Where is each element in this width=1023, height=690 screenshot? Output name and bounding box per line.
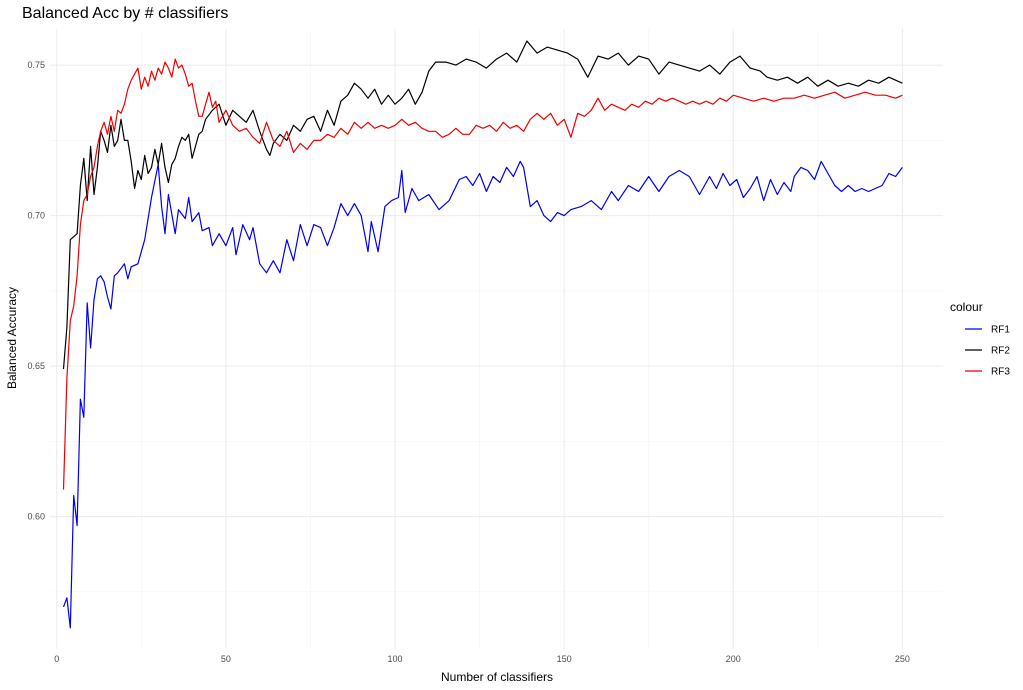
legend-title: colour	[950, 300, 983, 314]
x-tick-label: 50	[221, 654, 231, 664]
x-axis-title: Number of classifiers	[441, 670, 553, 684]
tick-labels: 0 50 100 150 200 250 0.60 0.65 0.70 0.75	[27, 60, 909, 664]
series-line-rf3	[62, 58, 903, 490]
legend-label-rf2: RF2	[991, 346, 1010, 357]
series-line-rf1	[62, 160, 903, 629]
y-tick-label: 0.70	[27, 211, 45, 221]
x-tick-label: 150	[557, 654, 572, 664]
chart-title: Balanced Acc by # classifiers	[22, 5, 228, 22]
x-tick-label: 200	[726, 654, 741, 664]
series-line-rf2	[62, 40, 903, 370]
x-tick-label: 100	[388, 654, 403, 664]
y-tick-label: 0.65	[27, 361, 45, 371]
grid	[50, 29, 943, 649]
x-tick-label: 250	[895, 654, 910, 664]
legend-label-rf3: RF3	[991, 367, 1010, 378]
x-tick-label: 0	[54, 654, 59, 664]
y-tick-label: 0.60	[27, 512, 45, 522]
y-axis-title: Balanced Accuracy	[5, 287, 19, 389]
y-tick-label: 0.75	[27, 60, 45, 70]
legend-label-rf1: RF1	[991, 325, 1010, 336]
legend: colour RF1 RF2 RF3	[950, 300, 1010, 378]
series-layer	[62, 40, 903, 629]
